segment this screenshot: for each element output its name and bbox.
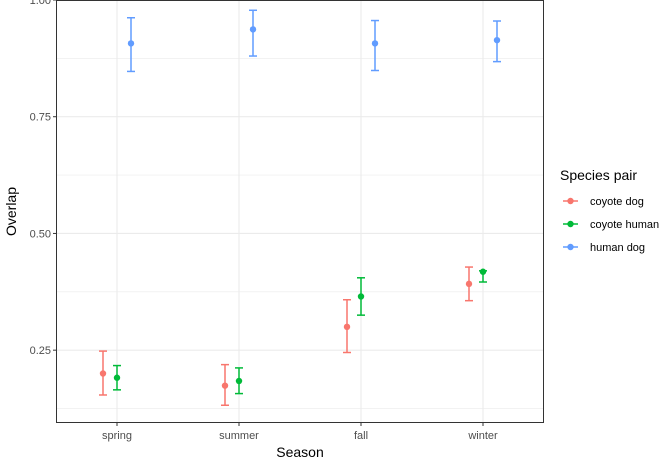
data-point: [235, 377, 243, 385]
data-point: [127, 40, 135, 47]
x-axis: spring summer fall winter: [102, 423, 498, 442]
data-marks: [99, 9, 501, 407]
x-tick-label: spring: [102, 430, 132, 442]
data-point-group: [465, 266, 473, 302]
legend-title: Species pair: [560, 167, 637, 183]
y-tick-label: 1.00: [30, 0, 51, 7]
legend-item: human dog: [563, 242, 645, 254]
y-tick-label: 0.25: [30, 345, 51, 357]
data-point-group: [99, 350, 107, 396]
data-point-group: [235, 367, 243, 395]
data-point-group: [113, 364, 121, 391]
panel-background: [56, 0, 544, 423]
y-axis: 0.25 0.50 0.75 1.00: [30, 0, 56, 357]
legend-label: coyote dog: [590, 196, 644, 208]
panel-border: [56, 0, 544, 423]
y-axis-title: Overlap: [3, 187, 19, 236]
legend-key-point: [567, 243, 574, 251]
data-point-group: [343, 298, 351, 354]
data-point: [343, 323, 351, 331]
data-point: [465, 280, 473, 288]
legend-items: coyote dog coyote human human dog: [563, 196, 659, 254]
x-tick-label: winter: [467, 430, 498, 442]
data-point: [479, 268, 487, 275]
data-point: [357, 293, 365, 300]
data-point: [249, 26, 257, 33]
data-point: [113, 374, 121, 381]
x-tick-label: summer: [219, 430, 259, 442]
data-point-group: [371, 19, 379, 72]
plot-panel: [56, 0, 544, 423]
legend-label: coyote human: [590, 219, 659, 231]
major-gridlines: [56, 0, 544, 423]
legend-key-point: [567, 197, 574, 205]
y-tick-label: 0.75: [30, 112, 51, 124]
legend: Species pair coyote dog coyote human human…: [560, 167, 659, 254]
data-point: [99, 370, 107, 377]
data-point: [221, 382, 229, 389]
data-point-group: [127, 16, 135, 73]
x-tick-label: fall: [354, 430, 368, 442]
minor-gridlines: [56, 58, 544, 409]
legend-item: coyote dog: [563, 196, 644, 208]
data-point-group: [221, 363, 229, 407]
data-point-group: [249, 9, 257, 57]
y-tick-label: 0.50: [30, 228, 51, 240]
x-axis-title: Season: [276, 444, 323, 460]
data-point-group: [493, 20, 501, 63]
data-point: [371, 40, 379, 47]
legend-key-point: [567, 220, 574, 228]
legend-item: coyote human: [563, 219, 659, 231]
data-point-group: [357, 277, 365, 316]
data-point: [493, 36, 501, 44]
data-point-group: [479, 268, 487, 283]
legend-label: human dog: [590, 242, 645, 254]
